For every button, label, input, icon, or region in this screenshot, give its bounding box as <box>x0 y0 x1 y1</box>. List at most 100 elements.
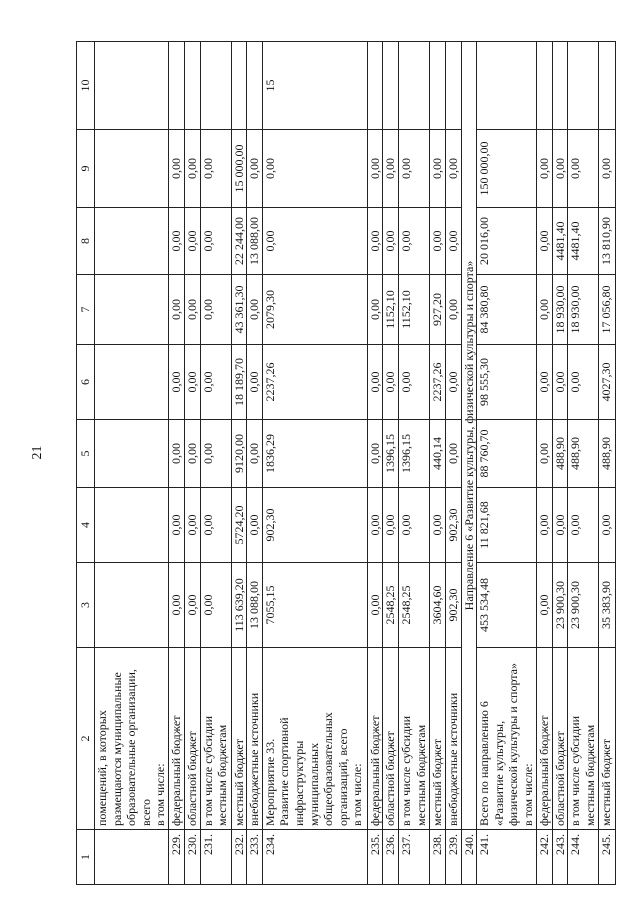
table-row: 237. в том числе субсидии местным бюджетам… <box>398 41 430 885</box>
value-cell-col-4: 0,00 <box>200 487 232 563</box>
value-cell-col-8: 4481,40 <box>567 207 599 275</box>
value-cell-col-5: 1396,15 <box>398 419 430 488</box>
value-cell-col-10 <box>598 41 616 130</box>
value-cell-col-3: 35 383,90 <box>598 562 616 648</box>
table-row: 236. областной бюджет 2548,25 0,00 1396,15 0,… <box>382 41 399 885</box>
row-label: помещений, в которых размещаются муниципа… <box>94 647 169 830</box>
row-label-line: внебюджетные источники <box>445 692 460 826</box>
value-cell-col-7: 18 930,00 <box>552 274 568 345</box>
table-row: 243. областной бюджет 23 900,30 0,00 488,90 0… <box>552 41 568 885</box>
value-cell-col-9: 0,00 <box>200 129 232 208</box>
value-cell-col-5: 0,00 <box>536 419 553 488</box>
row-label: местный бюджет <box>429 647 446 830</box>
value-cell-col-7: 18 930,00 <box>567 274 599 345</box>
table-row: 229. федеральный бюджет 0,00 0,00 0,00 0,00 0,… <box>168 41 185 885</box>
table-row: 235. федеральный бюджет 0,00 0,00 0,00 0,00 0,… <box>367 41 383 885</box>
column-header: 8 <box>76 207 95 275</box>
row-label: областной бюджет <box>184 647 201 830</box>
value-cell-col-9 <box>94 129 169 208</box>
row-label: областной бюджет <box>552 647 568 830</box>
value-cell-col-10 <box>168 41 185 130</box>
value-cell-col-4: 0,00 <box>367 487 383 563</box>
header-row: 1 2 3 4 5 6 7 8 9 10 <box>76 41 95 885</box>
value-cell-col-5: 0,00 <box>184 419 201 488</box>
value-cell-col-7: 43 361,30 <box>231 274 247 345</box>
value-cell-col-6: 0,00 <box>398 344 430 420</box>
row-label-line: местным бюджетам <box>413 724 428 826</box>
value-cell-col-8 <box>94 207 169 275</box>
row-number: 241. <box>476 829 537 885</box>
value-cell-col-5 <box>94 419 169 488</box>
value-cell-col-10: 15 <box>262 41 368 130</box>
table-row: 244. в том числе субсидии местным бюджетам… <box>567 41 599 885</box>
row-label-line: размещаются муниципальные <box>109 672 124 826</box>
row-label-line: в том числе субсидии <box>200 715 215 826</box>
row-label: в том числе субсидии местным бюджетам <box>567 647 599 830</box>
value-cell-col-9: 0,00 <box>552 129 568 208</box>
value-cell-col-7: 0,00 <box>200 274 232 345</box>
value-cell-col-7: 84 380,80 <box>476 274 537 345</box>
value-cell-col-4: 11 821,68 <box>476 487 537 563</box>
row-label: внебюджетные источники <box>246 647 263 830</box>
value-cell-col-7: 2079,30 <box>262 274 368 345</box>
column-header: 7 <box>76 274 95 345</box>
value-cell-col-9: 0,00 <box>567 129 599 208</box>
row-label-line: помещений, в которых <box>95 710 109 826</box>
value-cell-col-9: 0,00 <box>367 129 383 208</box>
value-cell-col-3: 23 900,30 <box>552 562 568 648</box>
row-number: 235. <box>367 829 383 885</box>
value-cell-col-7: 927,20 <box>429 274 446 345</box>
row-label-line: федеральный бюджет <box>367 715 382 826</box>
row-label-line: физической культуры и спорта» <box>506 662 521 826</box>
value-cell-col-10 <box>231 41 247 130</box>
value-cell-col-3: 113 639,20 <box>231 562 247 648</box>
value-cell-col-6: 2237,26 <box>262 344 368 420</box>
value-cell-col-10 <box>200 41 232 130</box>
value-cell-col-10 <box>246 41 263 130</box>
value-cell-col-4: 902,30 <box>262 487 368 563</box>
column-header: 5 <box>76 419 95 488</box>
value-cell-col-5: 0,00 <box>168 419 185 488</box>
value-cell-col-4: 0,00 <box>168 487 185 563</box>
value-cell-col-9: 150 000,00 <box>476 129 537 208</box>
value-cell-col-5: 0,00 <box>200 419 232 488</box>
row-label-line: в том числе: <box>153 763 168 826</box>
value-cell-col-8: 0,00 <box>200 207 232 275</box>
value-cell-col-5: 9120,00 <box>231 419 247 488</box>
value-cell-col-3: 0,00 <box>184 562 201 648</box>
value-cell-col-9: 0,00 <box>598 129 616 208</box>
value-cell-col-10 <box>445 41 462 130</box>
row-label-line: федеральный бюджет <box>537 715 552 826</box>
value-cell-col-5: 1836,29 <box>262 419 368 488</box>
value-cell-col-8: 0,00 <box>398 207 430 275</box>
value-cell-col-4: 0,00 <box>536 487 553 563</box>
table-row: 238. местный бюджет 3604,60 0,00 440,14 2237,… <box>429 41 446 885</box>
value-cell-col-6: 98 555,30 <box>476 344 537 420</box>
value-cell-col-7: 0,00 <box>168 274 185 345</box>
value-cell-col-8: 0,00 <box>367 207 383 275</box>
value-cell-col-5: 488,90 <box>567 419 599 488</box>
value-cell-col-3: 7055,15 <box>262 562 368 648</box>
row-label: в том числе субсидии местным бюджетам <box>398 647 430 830</box>
value-cell-col-6: 0,00 <box>552 344 568 420</box>
value-cell-col-10 <box>567 41 599 130</box>
row-label: Мероприятие 33. Развитие спортивной инфрас… <box>262 647 368 830</box>
budget-table: 1 2 3 4 5 6 7 8 9 10 помещений, в которых размещают… <box>76 41 616 885</box>
row-number: 233. <box>246 829 263 885</box>
row-label: в том числе субсидии местным бюджетам <box>200 647 232 830</box>
value-cell-col-6: 0,00 <box>445 344 462 420</box>
row-label: федеральный бюджет <box>536 647 553 830</box>
value-cell-col-4: 0,00 <box>398 487 430 563</box>
row-number: 242. <box>536 829 553 885</box>
value-cell-col-8: 22 244,00 <box>231 207 247 275</box>
row-number: 237. <box>398 829 430 885</box>
row-number: 229. <box>168 829 185 885</box>
value-cell-col-3: 902,30 <box>445 562 462 648</box>
value-cell-col-5: 88 760,70 <box>476 419 537 488</box>
table-row: 245. местный бюджет 35 383,90 0,00 488,90 402… <box>598 41 616 885</box>
row-number: 230. <box>184 829 201 885</box>
value-cell-col-7 <box>94 274 169 345</box>
column-header: 9 <box>76 129 95 208</box>
table-row: 234. Мероприятие 33. Развитие спортивной ин… <box>262 41 368 885</box>
